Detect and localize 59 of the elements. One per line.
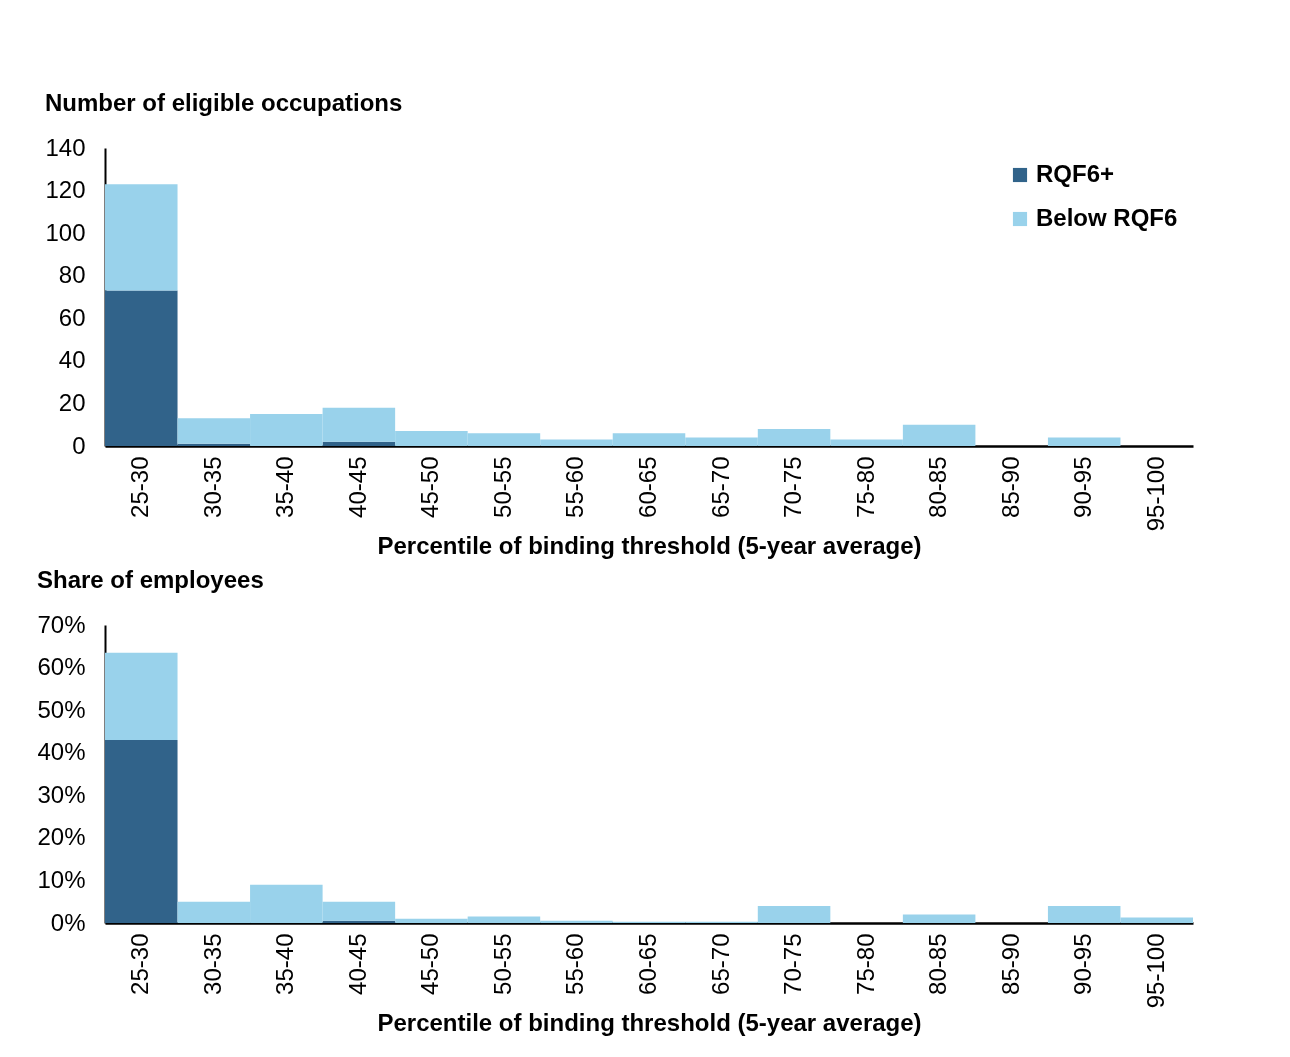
y-tick-label: 30% — [37, 780, 86, 808]
y-tick-label: 60% — [37, 653, 86, 681]
x-tick-label: 95-100 — [1141, 456, 1169, 532]
x-tick-label: 65-70 — [706, 933, 734, 995]
x-tick-label: 75-80 — [851, 456, 879, 518]
x-tick-label: 70-75 — [779, 456, 807, 518]
y-tick-label: 10% — [37, 865, 86, 893]
legend-label: RQF6+ — [1036, 160, 1115, 187]
y-tick-label: 40 — [58, 346, 86, 374]
y-tick-label: 0% — [50, 908, 86, 936]
y-tick-label: 20% — [37, 823, 86, 851]
x-tick-label: 70-75 — [779, 933, 807, 995]
y-tick-label: 140 — [45, 133, 86, 161]
bar — [322, 441, 396, 446]
x-tick-label: 80-85 — [924, 933, 952, 995]
x-tick-label: 90-95 — [1069, 933, 1097, 995]
x-tick-label: 50-55 — [488, 933, 516, 995]
y-tick-label: 120 — [45, 176, 86, 204]
y-tick-label: 20 — [58, 388, 86, 416]
x-tick-label: 85-90 — [996, 456, 1024, 518]
x-tick-label: 55-60 — [561, 456, 589, 518]
x-tick-label: 25-30 — [126, 456, 154, 518]
x-tick-label: 85-90 — [996, 933, 1024, 995]
y-tick-label: 0 — [72, 431, 86, 459]
chart-title: Number of eligible occupations — [44, 89, 403, 116]
y-tick-label: 60 — [58, 303, 86, 331]
x-tick-label: 75-80 — [851, 933, 879, 995]
bar — [105, 739, 178, 923]
x-tick-label: 95-100 — [1141, 933, 1169, 1009]
y-tick-label: 100 — [45, 218, 86, 246]
x-tick-label: 60-65 — [634, 456, 661, 518]
x-tick-label: 55-60 — [561, 933, 589, 995]
y-tick-label: 80 — [58, 261, 86, 289]
x-tick-label: 50-55 — [488, 456, 516, 518]
x-axis-title: Percentile of binding threshold (5-year average) — [377, 532, 922, 560]
x-tick-label: 35-40 — [271, 933, 299, 995]
x-tick-label: 90-95 — [1069, 456, 1097, 518]
x-axis-title: Percentile of binding threshold (5-year average) — [377, 1009, 922, 1037]
chart-title: Share of employees — [36, 566, 264, 593]
y-tick-label: 40% — [37, 738, 86, 766]
x-tick-label: 80-85 — [924, 456, 952, 518]
x-tick-label: 30-35 — [198, 933, 226, 995]
y-tick-label: 70% — [37, 610, 86, 638]
x-tick-label: 40-45 — [343, 933, 371, 995]
x-tick-label: 65-70 — [706, 456, 734, 518]
x-tick-label: 45-50 — [416, 456, 444, 518]
legend-label: Below RQF6 — [1036, 204, 1178, 231]
x-tick-label: 45-50 — [416, 933, 444, 995]
y-tick-label: 50% — [37, 695, 86, 723]
bar — [902, 914, 976, 923]
x-tick-label: 30-35 — [198, 456, 226, 518]
bar — [322, 920, 396, 923]
bar — [105, 184, 178, 291]
x-tick-label: 35-40 — [271, 456, 299, 518]
x-tick-label: 40-45 — [343, 456, 371, 518]
x-tick-label: 25-30 — [126, 933, 154, 995]
bar — [1047, 437, 1121, 446]
x-tick-label: 60-65 — [634, 933, 661, 995]
bar — [105, 652, 178, 740]
